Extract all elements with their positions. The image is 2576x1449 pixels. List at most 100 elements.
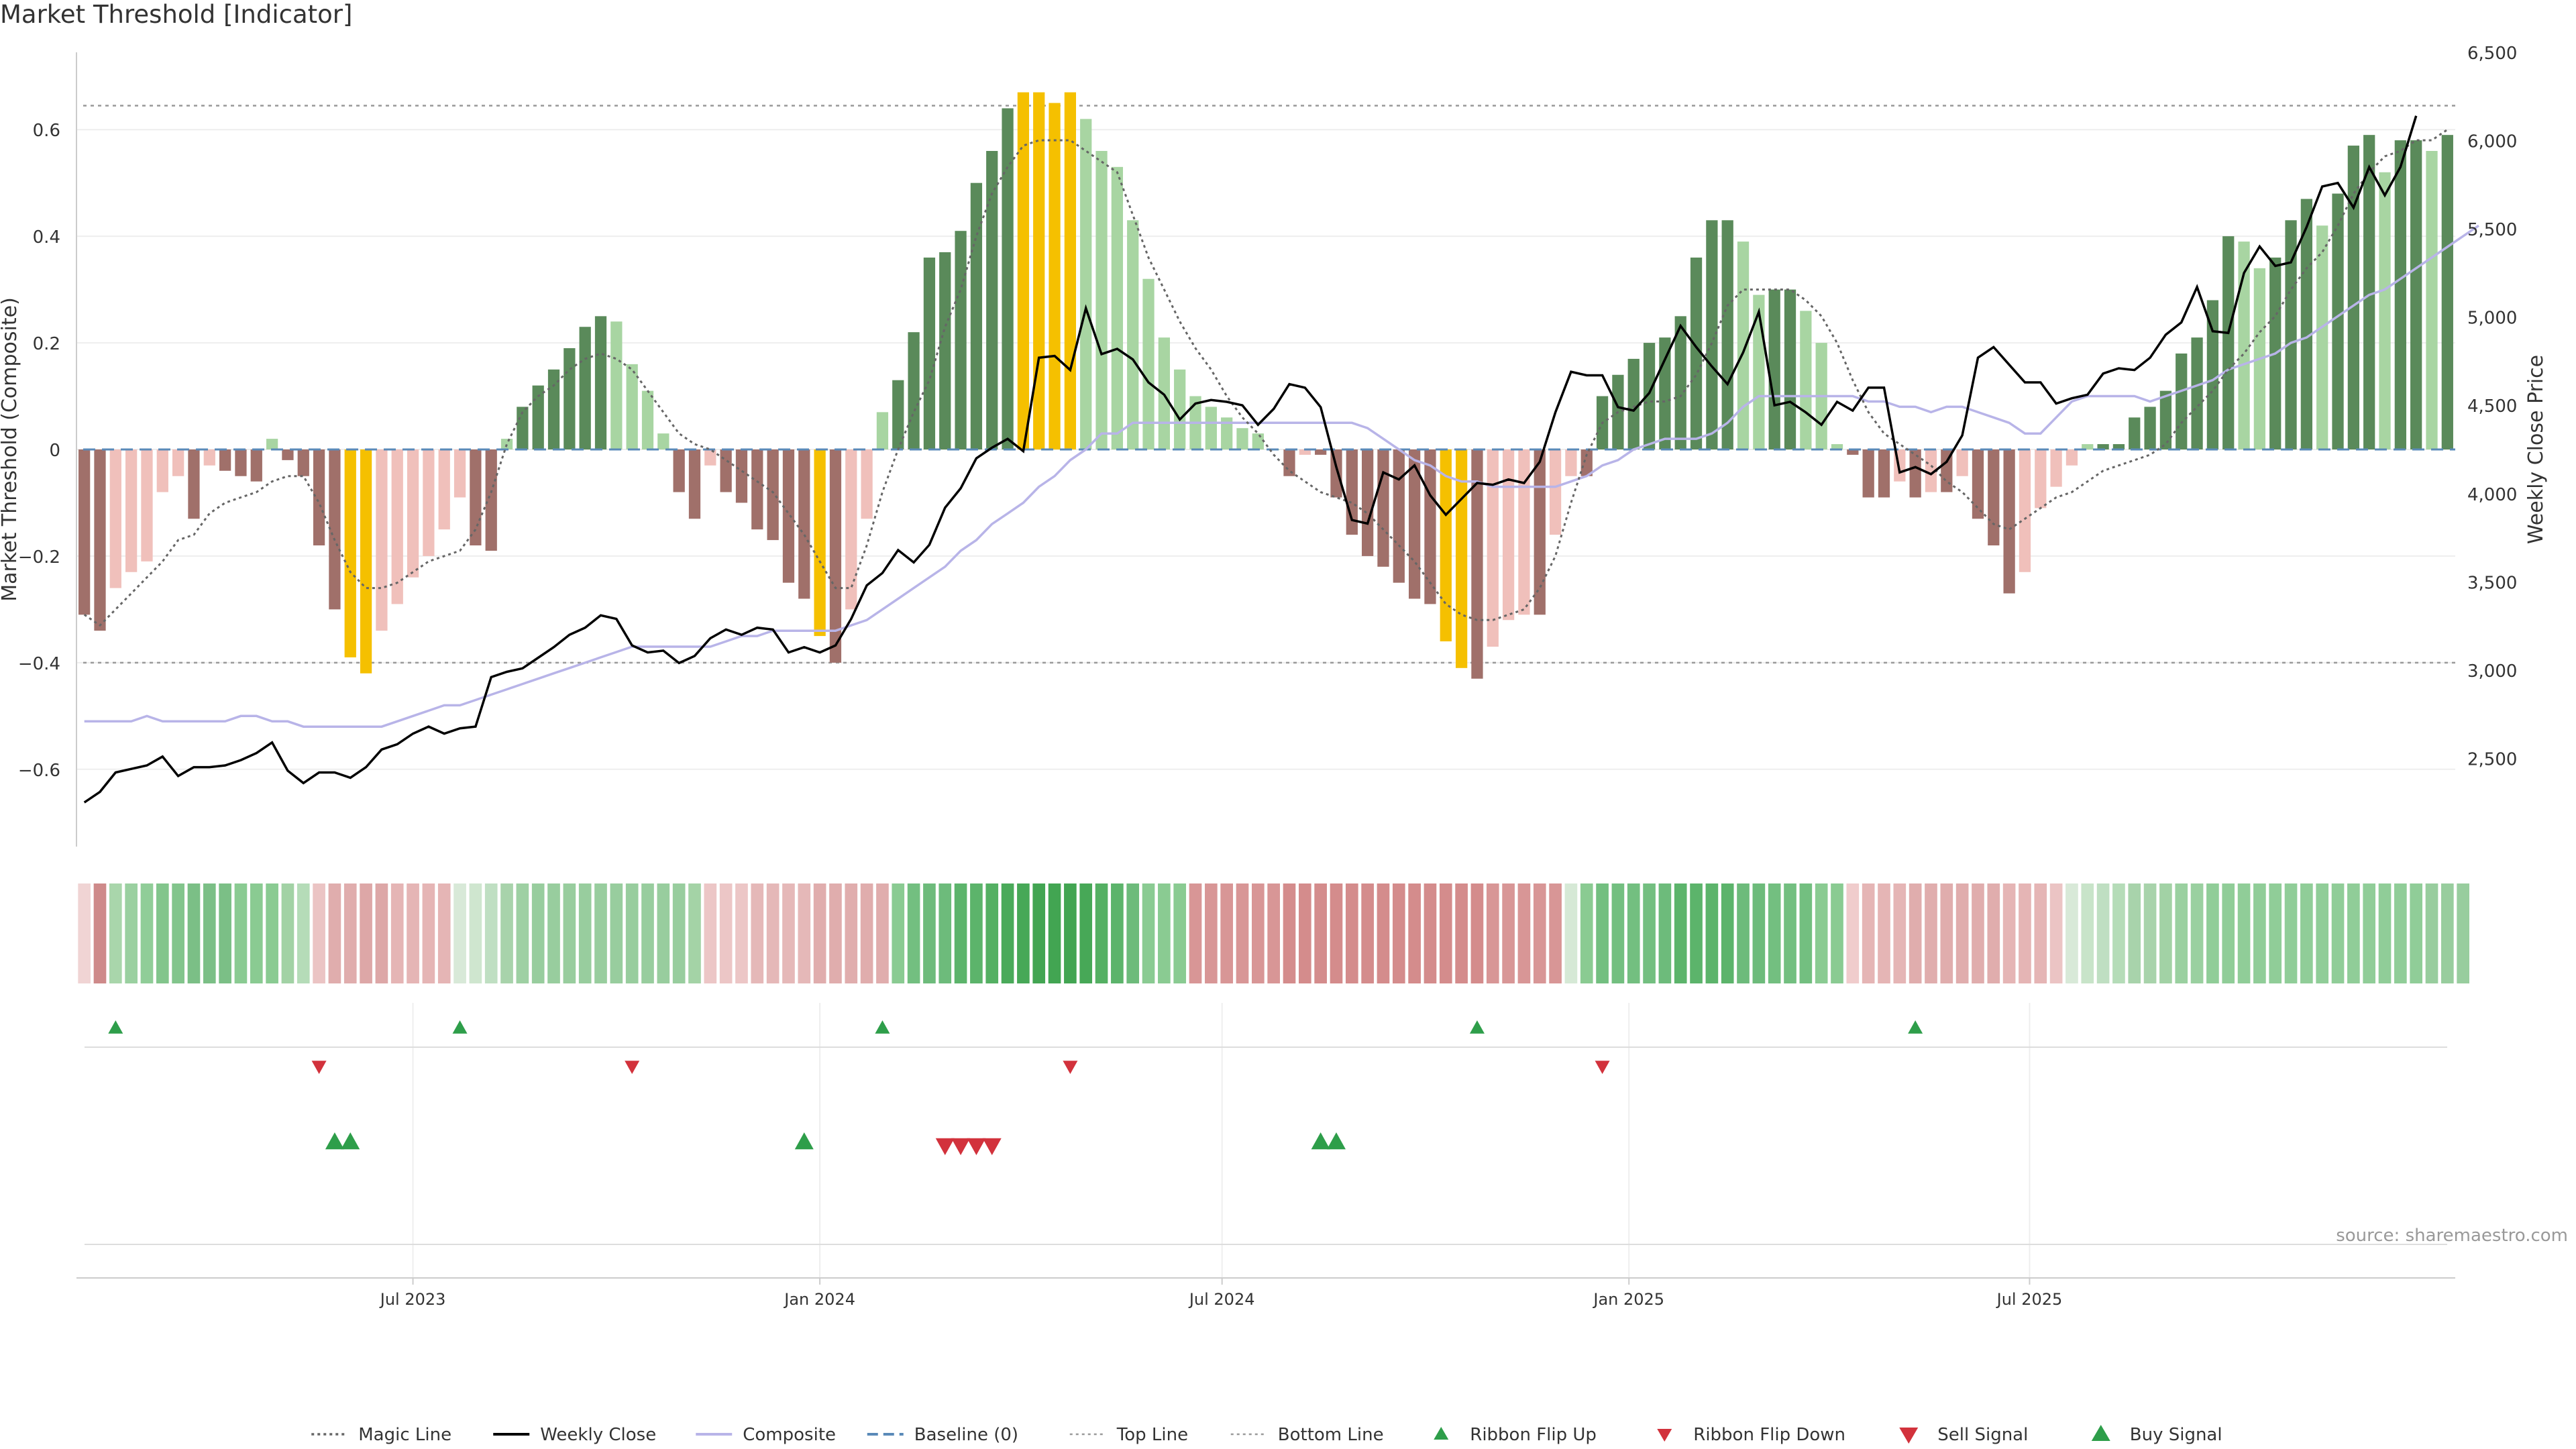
ribbon-cell [1314,883,1327,983]
magic-line [83,128,2449,627]
composite-bar [1142,278,1155,449]
ribbon-cell [2128,883,2141,983]
legend-swatch [1657,1429,1672,1442]
composite-bar [1111,166,1124,449]
ribbon-cell [547,883,560,983]
composite-bar [188,449,200,519]
composite-bar [141,449,153,561]
ribbon-cell [172,883,184,983]
composite-bar [673,449,685,492]
ribbon-cell [93,883,107,983]
y-tick-label: −0.6 [18,761,60,781]
composite-bar [923,257,936,449]
ribbon-strip [78,883,2469,983]
composite-bar [1956,449,1968,476]
ribbon-cell [78,883,91,983]
composite-bar [2316,225,2328,449]
composite-bar [2003,449,2015,594]
legend: Magic Line Weekly Close Composite Baseline … [311,1425,2222,1445]
composite-bar [1643,343,1656,449]
ribbon-flip-down-marker [1063,1061,1078,1074]
composite-bar [2363,135,2375,449]
ribbon-cell [2300,883,2313,983]
legend-item: Bottom Line [1230,1425,1384,1445]
composite-line [84,224,2479,728]
ribbon-cell [1095,883,1108,983]
composite-bar [297,449,309,476]
ribbon-cell [641,883,654,983]
ribbon-cell [1392,883,1405,983]
composite-bar [876,412,889,449]
ribbon-cell [2253,883,2266,983]
ribbon-cell [657,883,670,983]
ribbon-cell [1831,883,1843,983]
ribbon-cell [2331,883,2345,983]
composite-bar [1847,449,1859,455]
sell-signal-marker [982,1138,1002,1155]
composite-bar [688,449,701,519]
composite-bar [203,449,215,466]
x-tick-label: Jul 2023 [379,1290,446,1309]
composite-bar [1518,449,1530,615]
composite-bar [532,385,544,449]
composite-bar [1831,444,1843,449]
composite-bar [313,449,325,546]
x-tick-label: Jan 2024 [783,1290,855,1309]
ribbon-cell [1283,883,1296,983]
ribbon-cell [1142,883,1155,983]
legend-item: Top Line [1069,1425,1188,1445]
ribbon-cell [1674,883,1687,983]
composite-bar [1737,241,1750,449]
buy-signal-marker [325,1132,344,1150]
ribbon-cell [798,883,811,983]
composite-bar [1080,119,1092,449]
ribbon-cell [328,883,341,983]
composite-bar [1502,449,1515,621]
composite-bar [2019,449,2031,572]
ribbon-cell [923,883,936,983]
composite-bar [782,449,795,583]
ribbon-cell [1846,883,1860,983]
ribbon-cell [1330,883,1343,983]
composite-bar [1878,449,1890,498]
ribbon-cell [876,883,889,983]
y2-tick-label: 5,000 [2467,309,2517,329]
ribbon-cell [1752,883,1766,983]
ribbon-cell [109,883,122,983]
ribbon-cell [1705,883,1719,983]
composite-bar [579,327,591,449]
ribbon-cell [1658,883,1672,983]
composite-bar [1534,449,1546,615]
y-tick-label: 0.2 [33,334,60,354]
ribbon-flip-down-marker [625,1061,640,1074]
ribbon-cell [1878,883,1890,983]
ribbon-cell [860,883,873,983]
ribbon-cell [2237,883,2251,983]
ribbon-cell [2222,883,2235,983]
legend-label: Composite [743,1425,836,1445]
ribbon-cell [1205,883,1218,983]
buy-signal-marker [1311,1132,1330,1150]
ribbon-cell [2441,883,2454,983]
ribbon-cell [234,883,248,983]
composite-bar [266,439,278,449]
composite-bar [735,449,748,503]
ribbon-flip-down-marker [311,1061,327,1074]
composite-bar [1941,449,1953,492]
ribbon-flip-up-marker [108,1020,123,1034]
ribbon-cell [250,883,263,983]
ribbon-cell [2112,883,2125,983]
ribbon-cell [1533,883,1546,983]
sell-signal-marker [935,1138,955,1155]
composite-bar [845,449,857,610]
composite-bar [2222,236,2235,449]
composite-bar [955,231,967,449]
composite-bar [1487,449,1499,647]
ribbon-cell [2457,883,2469,983]
composite-bar [172,449,184,476]
composite-bar [1549,449,1562,535]
ribbon-cell [1862,883,1875,983]
composite-bar [720,449,732,492]
ribbon-cell [2034,883,2047,983]
ribbon-cell [1439,883,1452,983]
